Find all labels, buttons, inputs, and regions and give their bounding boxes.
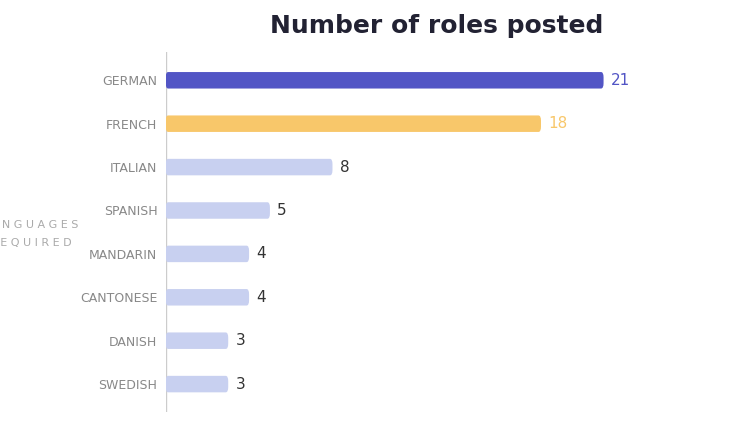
Text: 8: 8 — [340, 160, 349, 174]
FancyBboxPatch shape — [166, 72, 604, 89]
FancyBboxPatch shape — [166, 115, 541, 132]
FancyBboxPatch shape — [166, 202, 270, 219]
Text: 5: 5 — [277, 203, 287, 218]
FancyBboxPatch shape — [166, 332, 228, 349]
Text: 4: 4 — [256, 290, 266, 305]
Text: 21: 21 — [611, 73, 630, 88]
FancyBboxPatch shape — [166, 246, 249, 262]
Text: L A N G U A G E S
R E Q U I R E D: L A N G U A G E S R E Q U I R E D — [0, 220, 79, 248]
Title: Number of roles posted: Number of roles posted — [270, 13, 603, 38]
Text: 3: 3 — [236, 333, 245, 348]
FancyBboxPatch shape — [166, 376, 228, 392]
FancyBboxPatch shape — [166, 159, 333, 175]
FancyBboxPatch shape — [166, 289, 249, 306]
Text: 18: 18 — [548, 116, 568, 131]
Text: 4: 4 — [256, 247, 266, 261]
Text: 3: 3 — [236, 377, 245, 391]
